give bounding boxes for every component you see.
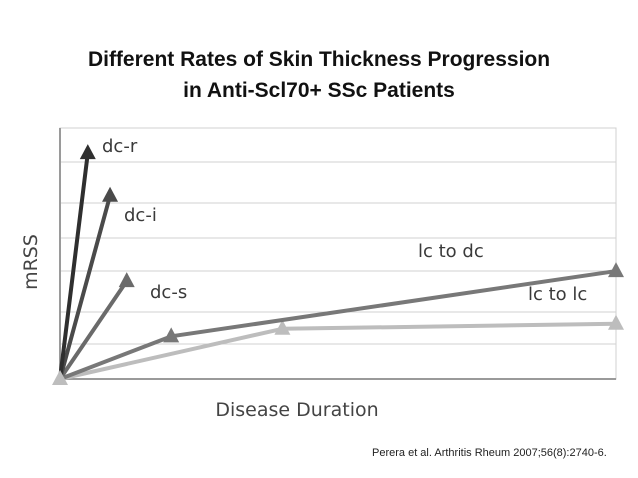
data-point-lc-to-lc [608,314,624,330]
series-label-lc-to-dc: lc to dc [418,241,484,262]
chart-title: Different Rates of Skin Thickness Progre… [0,44,638,106]
y-axis-label: mRSS [20,234,42,290]
series-line-dc-s [58,279,129,381]
series-label-dc-r: dc-r [102,136,138,157]
series-label-lc-to-lc: lc to lc [528,284,587,305]
title-line-2: in Anti-Scl70+ SSc Patients [183,79,455,102]
data-point-lc-to-dc [163,327,180,343]
series-label-dc-i: dc-i [124,205,157,226]
series-line-dc-r [58,151,90,381]
origin-point [52,370,68,385]
x-axis-label: Disease Duration [215,399,378,421]
citation: Perera et al. Arthritis Rheum 2007;56(8)… [372,447,607,459]
data-point-dc-i [102,186,119,202]
data-point-dc-r [79,144,96,160]
title-line-1: Different Rates of Skin Thickness Progre… [87,48,551,71]
series-line-dc-i [58,193,113,381]
data-point-lc-to-dc [608,262,624,278]
data-point-lc-to-lc [274,319,291,335]
series-label-dc-s: dc-s [150,282,187,303]
data-point-dc-s [118,272,135,288]
series-layer: lc to lc lc to dc dc-s dc-i dc-r [52,136,624,385]
plot-area [59,127,617,380]
